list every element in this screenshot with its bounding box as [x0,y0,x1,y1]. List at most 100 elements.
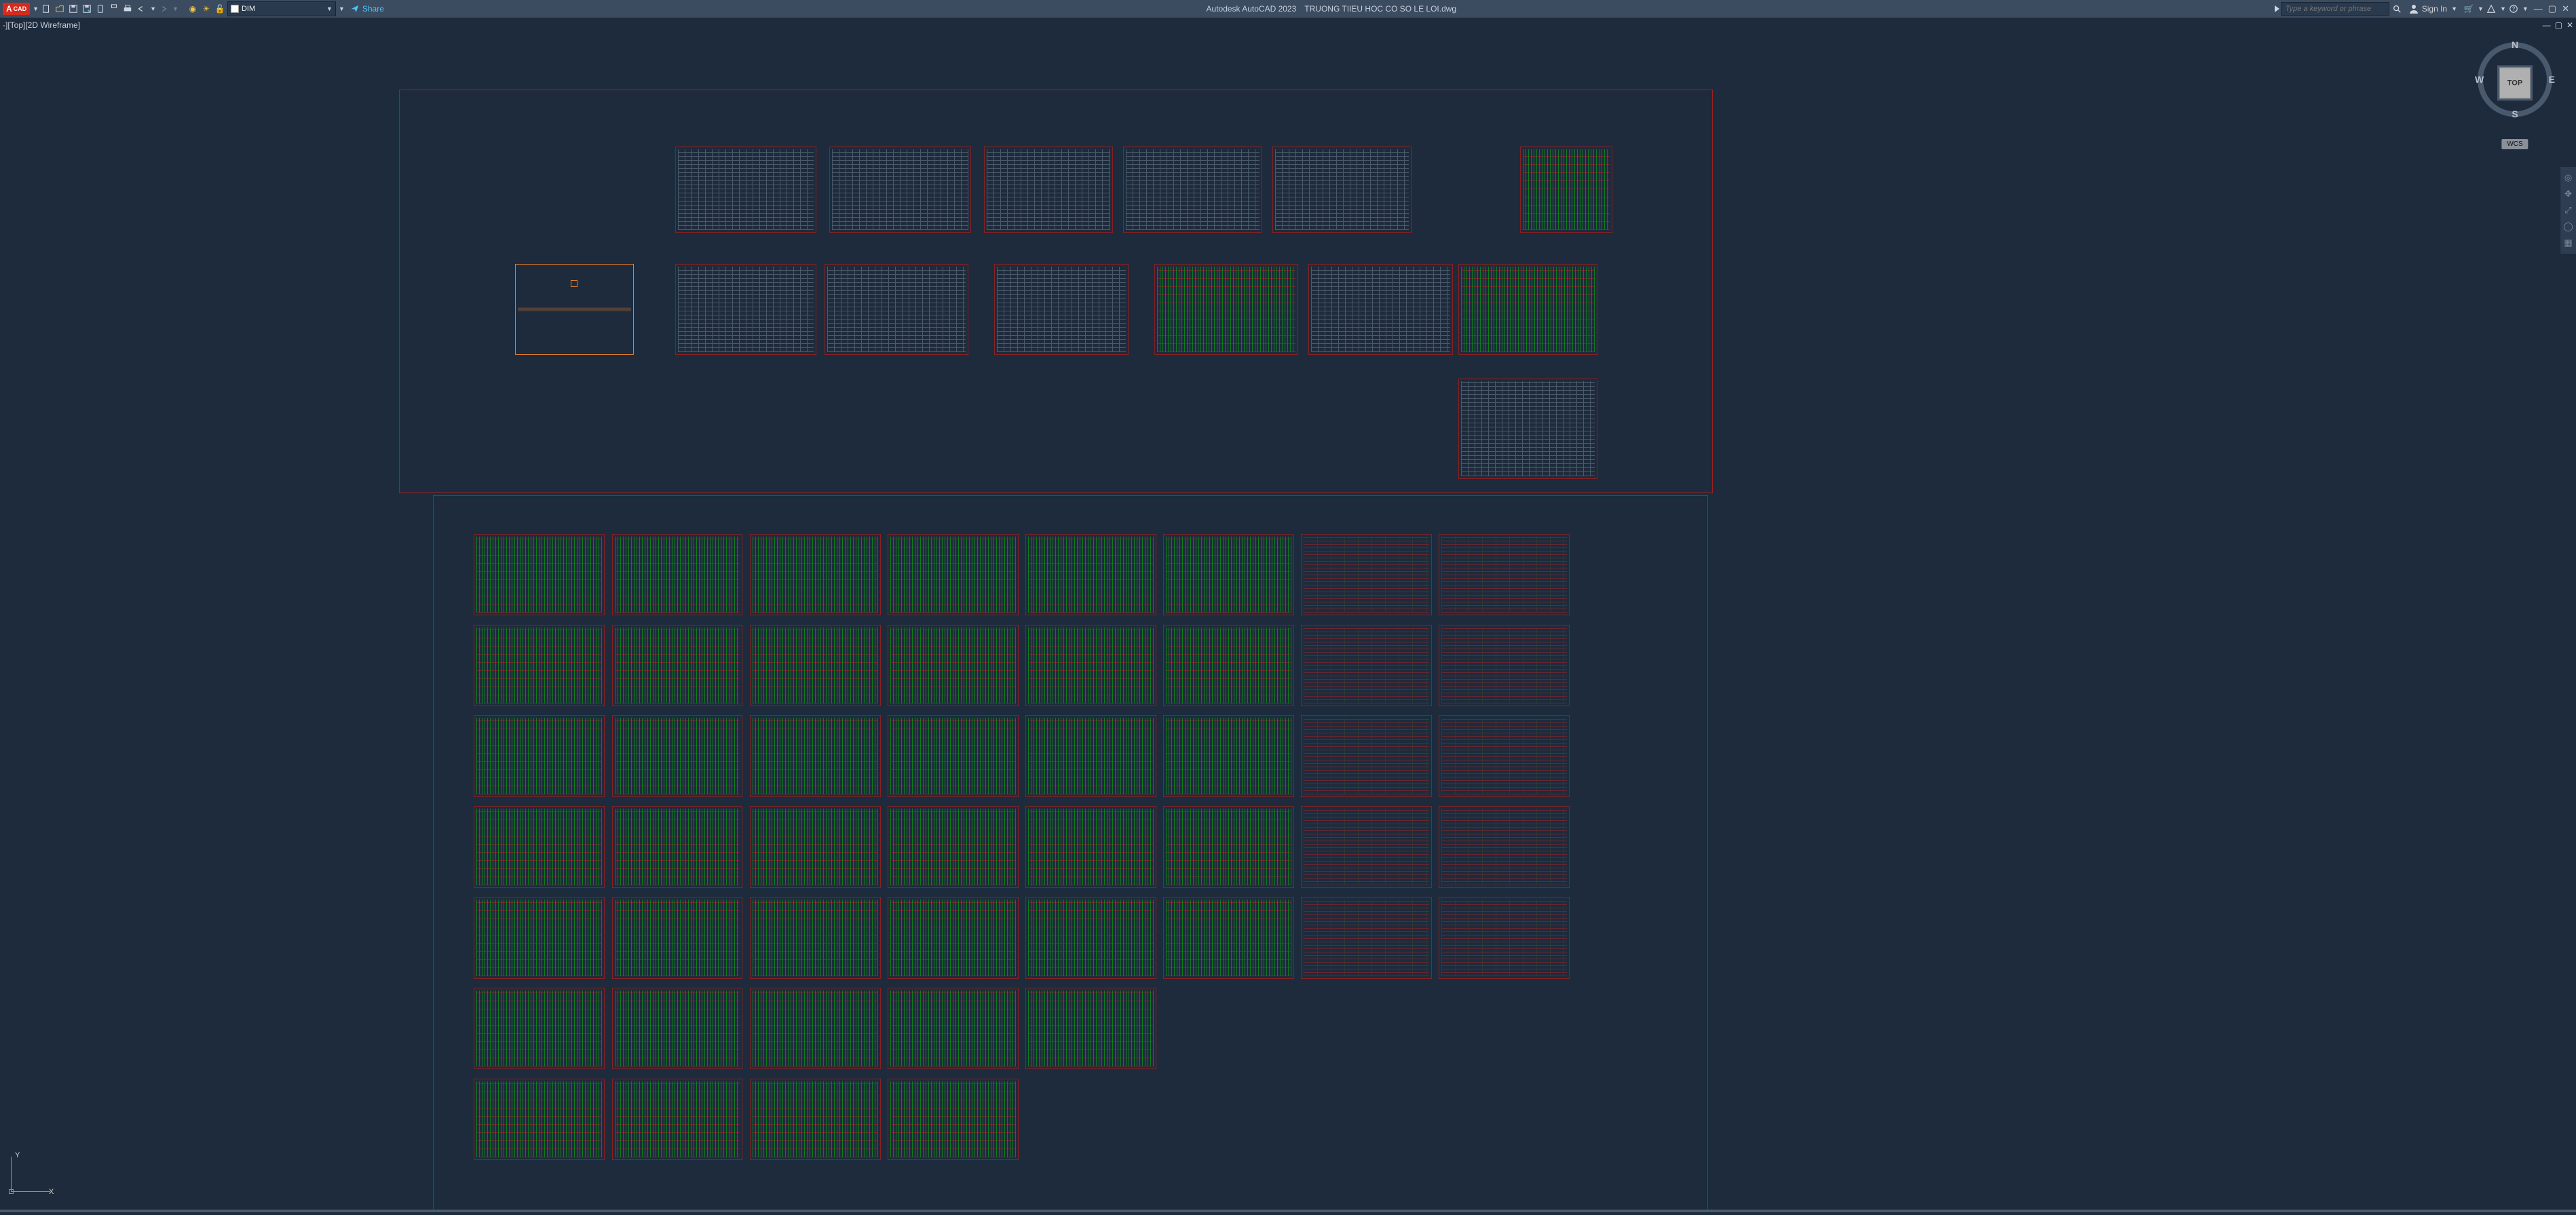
window-controls: — ▢ ✕ [2530,3,2573,14]
save-icon[interactable] [67,3,79,15]
drawing-sheet [750,806,881,887]
viewcube-top-face[interactable]: TOP [2499,67,2531,98]
drawing-sheet [1154,264,1299,355]
drawing-sheet [888,715,1019,796]
help-icon[interactable]: ? [2507,3,2520,15]
nav-wheel-icon[interactable]: ◎ [2560,170,2576,186]
nav-showmotion-icon[interactable]: ▦ [2560,235,2576,251]
layer-bulb-icon[interactable]: ◉ [187,3,199,15]
drawing-sheet [612,806,743,887]
web-mobile-icon[interactable] [94,3,107,15]
app-logo[interactable]: A CAD [3,3,30,15]
layer-sun-icon[interactable]: ☀ [200,3,212,15]
title-center: Autodesk AutoCAD 2023 TRUONG TIIEU HOC C… [390,4,2273,14]
file-name: TRUONG TIIEU HOC CO SO LE LOI.dwg [1304,4,1456,14]
undo-icon[interactable] [135,3,147,15]
drawing-sheet [474,534,605,615]
drawing-sheet [825,264,969,355]
autodesk-app-icon[interactable] [2485,3,2497,15]
maximize-button[interactable]: ▢ [2548,3,2556,14]
drawing-sheet [888,1079,1019,1160]
ucs-x-label: X [49,1188,54,1196]
drawing-sheet [1163,625,1294,706]
drawing-sheet [994,264,1128,355]
minimize-button[interactable]: — [2534,3,2543,14]
svg-text:?: ? [2512,6,2516,12]
search-icon[interactable] [2391,3,2403,15]
drawing-sheet [750,988,881,1069]
exchange-dropdown-icon[interactable]: ▼ [2478,5,2484,12]
search-input[interactable] [2281,2,2389,16]
print-icon[interactable] [121,3,134,15]
viewport[interactable]: -][Top][2D Wireframe] — ▢ ✕ N S E W TOP … [0,18,2576,1212]
drawing-sheet [750,625,881,706]
share-button[interactable]: Share [346,4,388,14]
nav-pan-icon[interactable]: ✥ [2560,186,2576,202]
plot-icon[interactable] [108,3,120,15]
autodesk-dropdown-icon[interactable]: ▼ [2500,5,2506,12]
app-menu-dropdown-icon[interactable]: ▼ [33,5,39,12]
drawing-sheet [1439,806,1570,887]
wcs-badge[interactable]: WCS [2501,139,2528,149]
redo-icon[interactable] [157,3,170,15]
compass-e[interactable]: E [2549,74,2555,85]
drawing-sheet [1163,897,1294,978]
drawing-canvas[interactable] [0,18,2576,1212]
drawing-sheet [474,1079,605,1160]
ucs-y-label: Y [15,1151,20,1159]
drawing-sheet [1025,715,1156,796]
drawing-sheet [1439,625,1570,706]
drawing-sheet [750,534,881,615]
app-name: Autodesk AutoCAD 2023 [1207,4,1297,14]
compass-w[interactable]: W [2475,74,2484,85]
drawing-sheet [1123,147,1262,233]
layer-name: DIM [242,5,322,13]
drawing-sheet [1439,534,1570,615]
new-icon[interactable] [40,3,52,15]
share-icon [350,4,360,14]
saveas-icon[interactable] [81,3,93,15]
ucs-icon[interactable]: Y X [7,1151,54,1199]
layer-control[interactable]: DIM ▼ [227,1,336,16]
redo-dropdown-icon[interactable]: ▼ [172,5,178,12]
drawing-sheet [1458,379,1597,479]
filename-nav-icon[interactable] [2275,5,2279,12]
nav-zoom-extents-icon[interactable]: ⤢ [2560,202,2576,218]
drawing-sheet [1301,806,1432,887]
drawing-sheet [888,988,1019,1069]
qat-dropdown-icon[interactable]: ▼ [339,5,345,12]
viewcube[interactable]: N S E W TOP WCS [2474,38,2556,133]
drawing-sheet [612,625,743,706]
signin-button[interactable]: Sign In ▼ [2404,3,2461,14]
drawing-sheet [1458,264,1597,355]
layer-dropdown-icon[interactable]: ▼ [326,5,333,12]
compass-s[interactable]: S [2512,109,2518,119]
drawing-sheet [612,534,743,615]
undo-dropdown-icon[interactable]: ▼ [150,5,156,12]
drawing-sheet [1439,715,1570,796]
drawing-sheet [1520,147,1613,233]
close-button[interactable]: ✕ [2562,3,2569,14]
drawing-sheet [750,1079,881,1160]
user-icon [2408,3,2419,14]
compass-n[interactable]: N [2512,39,2518,50]
drawing-sheet [612,715,743,796]
drawing-sheet [888,534,1019,615]
exchange-icon[interactable]: 🛒 [2463,3,2475,15]
help-dropdown-icon[interactable]: ▼ [2522,5,2528,12]
drawing-sheet [612,897,743,978]
drawing-sheet [675,264,817,355]
drawing-sheet [474,806,605,887]
drawing-sheet [515,264,634,355]
layer-lock-icon[interactable]: 🔓 [214,3,226,15]
drawing-sheet [1272,147,1412,233]
nav-orbit-icon[interactable]: ◯ [2560,218,2576,235]
open-icon[interactable] [54,3,66,15]
signin-dropdown-icon[interactable]: ▼ [2451,5,2457,12]
drawing-sheet [888,625,1019,706]
drawing-sheet [888,806,1019,887]
drawing-sheet [888,897,1019,978]
status-bar [0,1210,2576,1212]
drawing-sheet [1163,806,1294,887]
drawing-sheet [1163,715,1294,796]
